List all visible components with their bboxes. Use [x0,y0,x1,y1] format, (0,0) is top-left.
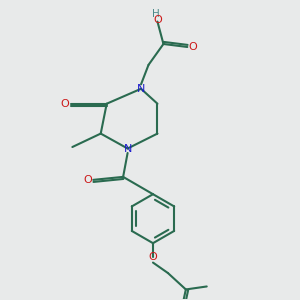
Text: O: O [148,252,158,262]
Text: N: N [137,84,145,94]
Text: N: N [123,143,132,154]
Text: H: H [152,9,160,19]
Text: O: O [61,99,69,109]
Text: O: O [153,15,162,25]
Text: O: O [83,175,92,185]
Text: O: O [188,42,197,52]
